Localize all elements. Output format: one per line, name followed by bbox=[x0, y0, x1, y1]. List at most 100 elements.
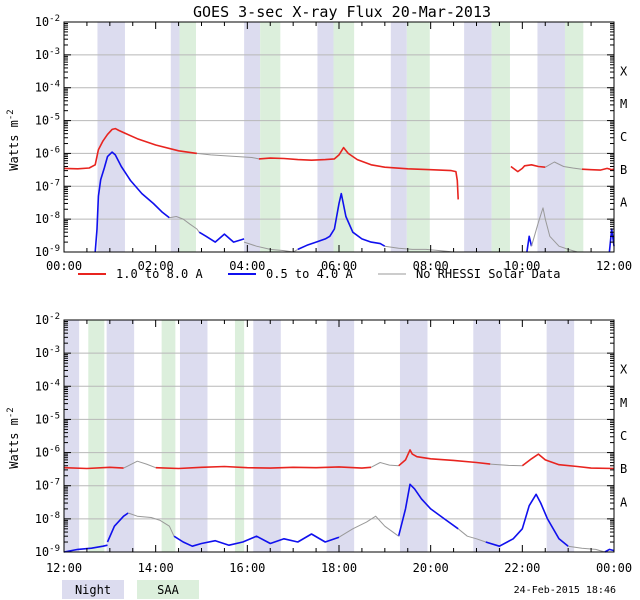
legend-long-label: 1.0 to 8.0 A bbox=[116, 267, 203, 281]
top-night-band-2 bbox=[244, 22, 261, 252]
bottom-traces bbox=[63, 449, 615, 553]
top-saa-band-3 bbox=[406, 22, 430, 252]
bottom-night-band-0 bbox=[64, 320, 80, 552]
top-x-tick-label-2: 04:00 bbox=[229, 259, 265, 273]
top-series-1-segment-3 bbox=[526, 235, 533, 253]
top-night-band-3 bbox=[317, 22, 334, 252]
top-series-0-segment-1 bbox=[258, 146, 459, 200]
footer-timestamp: 24-Feb-2015 18:46 bbox=[514, 585, 616, 596]
top-y-tick-label-3: 10-6 bbox=[35, 145, 60, 160]
bottom-night-band-1 bbox=[106, 320, 135, 552]
top-series-3-segment-2 bbox=[384, 245, 454, 253]
bottom-x-tick-label-1: 14:00 bbox=[138, 561, 174, 575]
bottom-x-tick-label-3: 18:00 bbox=[321, 561, 357, 575]
bottom-series-3-segment-3 bbox=[568, 545, 605, 553]
bottom-series-0-segment-2 bbox=[398, 449, 491, 467]
bottom-series-2-segment-0 bbox=[123, 460, 156, 469]
panel-top: 10-9 10-8 10-7 10-6 10-5 10-4 10-3 10-2 00:00 02… bbox=[6, 14, 632, 273]
bottom-series-3-segment-1 bbox=[338, 515, 399, 538]
top-night-band-4 bbox=[390, 22, 407, 252]
top-series-0-segment-0 bbox=[63, 127, 198, 170]
bottom-series-1-segment-3 bbox=[397, 483, 459, 537]
legend-rhessi-label: No RHESSI Solar Data bbox=[416, 267, 561, 281]
bottom-series-0-segment-3 bbox=[521, 453, 615, 470]
bottom-night-band-4 bbox=[326, 320, 355, 552]
bottom-series-0-segment-0 bbox=[63, 466, 124, 470]
top-night-band-5 bbox=[464, 22, 492, 252]
bottom-night-band-3 bbox=[253, 320, 281, 552]
top-night-band-6 bbox=[537, 22, 565, 252]
top-y-tick-label-2: 10-7 bbox=[35, 178, 60, 193]
bottom-y-tick-label-2: 10-7 bbox=[35, 478, 60, 493]
bottom-saa-band-1 bbox=[161, 320, 176, 552]
bottom-flare-class-labels: A B C M X bbox=[620, 363, 628, 510]
top-series-0-segment-3 bbox=[581, 167, 615, 171]
top-series-3-segment-0 bbox=[169, 216, 200, 233]
top-y-tick-label-4: 10-5 bbox=[35, 113, 60, 128]
bottom-series-2-segment-1 bbox=[370, 462, 399, 468]
top-frame bbox=[63, 21, 615, 253]
top-y-axis-title: Watts m-2 bbox=[6, 109, 21, 170]
top-flare-class-labels: A B C M X bbox=[620, 64, 628, 209]
top-shaded-bands bbox=[97, 22, 584, 252]
bottom-series-1-segment-5 bbox=[604, 548, 615, 553]
bottom-frame bbox=[63, 319, 615, 553]
top-saa-band-0 bbox=[179, 22, 196, 252]
bottom-y-tick-label-3: 10-6 bbox=[35, 445, 60, 460]
bottom-shaded-bands bbox=[64, 320, 575, 552]
bottom-y-tick-label-1: 10-8 bbox=[35, 511, 60, 526]
bottom-series-1-segment-0 bbox=[63, 544, 108, 553]
bottom-x-tick-label-0: 12:00 bbox=[46, 561, 82, 575]
bottom-series-1-segment-4 bbox=[485, 493, 569, 548]
bottom-night-band-2 bbox=[179, 320, 208, 552]
bottom-night-band-7 bbox=[546, 320, 575, 552]
bottom-y-tick-label-5: 10-4 bbox=[35, 378, 60, 393]
top-x-tick-label-6: 12:00 bbox=[596, 259, 632, 273]
top-series-2-segment-1 bbox=[545, 161, 582, 170]
top-flare-class-C: C bbox=[620, 130, 627, 144]
top-series-1-segment-0 bbox=[94, 151, 170, 253]
bottom-flare-class-A: A bbox=[620, 495, 628, 509]
bottom-x-tick-label-6: 00:00 bbox=[596, 561, 632, 575]
bottom-y-axis-title: Watts m-2 bbox=[6, 407, 21, 468]
top-flare-class-B: B bbox=[620, 163, 627, 177]
bottom-flare-class-B: B bbox=[620, 462, 627, 476]
top-x-tick-label-3: 06:00 bbox=[321, 259, 357, 273]
bottom-series-3-segment-2 bbox=[457, 528, 486, 543]
band-legend: Night SAA bbox=[62, 580, 199, 599]
bottom-y-tick-label-7: 10-2 bbox=[35, 312, 60, 327]
bottom-y-tick-label-6: 10-3 bbox=[35, 345, 60, 360]
top-series-1-segment-2 bbox=[297, 192, 386, 251]
bottom-x-tick-label-2: 16:00 bbox=[229, 561, 265, 575]
bottom-saa-band-2 bbox=[234, 320, 245, 552]
bottom-flare-class-C: C bbox=[620, 429, 627, 443]
top-x-tick-label-4: 08:00 bbox=[413, 259, 449, 273]
top-saa-band-1 bbox=[260, 22, 281, 252]
bottom-flare-class-X: X bbox=[620, 363, 628, 377]
bottom-series-2-segment-2 bbox=[490, 463, 523, 467]
top-x-tick-labels: 00:00 02:00 04:00 06:00 08:00 10:00 12:00 bbox=[46, 259, 632, 273]
top-y-tick-label-0: 10-9 bbox=[35, 244, 60, 259]
top-x-tick-label-0: 00:00 bbox=[46, 259, 82, 273]
top-y-tick-label-7: 10-2 bbox=[35, 14, 60, 29]
top-x-tick-label-1: 02:00 bbox=[138, 259, 174, 273]
top-night-band-1 bbox=[170, 22, 180, 252]
bottom-y-tick-label-4: 10-5 bbox=[35, 411, 60, 426]
top-x-tick-label-5: 10:00 bbox=[504, 259, 540, 273]
saa-legend-label: SAA bbox=[157, 583, 179, 597]
series-legend: 1.0 to 8.0 A 0.5 to 4.0 A No RHESSI Sola… bbox=[78, 267, 561, 281]
bottom-series-1-segment-2 bbox=[173, 533, 340, 548]
top-y-tick-labels: 10-9 10-8 10-7 10-6 10-5 10-4 10-3 10-2 bbox=[35, 14, 60, 259]
bottom-series-0-segment-1 bbox=[155, 465, 372, 470]
top-flare-class-A: A bbox=[620, 196, 628, 210]
top-flare-class-X: X bbox=[620, 64, 628, 78]
top-series-1-segment-1 bbox=[198, 231, 245, 243]
bottom-flare-class-M: M bbox=[620, 396, 627, 410]
saa-legend-box bbox=[137, 580, 199, 599]
top-saa-band-5 bbox=[564, 22, 584, 252]
top-series-3-segment-3 bbox=[531, 207, 578, 253]
top-saa-band-2 bbox=[333, 22, 355, 252]
top-night-band-0 bbox=[97, 22, 125, 252]
bottom-saa-band-0 bbox=[88, 320, 105, 552]
top-flare-class-M: M bbox=[620, 97, 627, 111]
